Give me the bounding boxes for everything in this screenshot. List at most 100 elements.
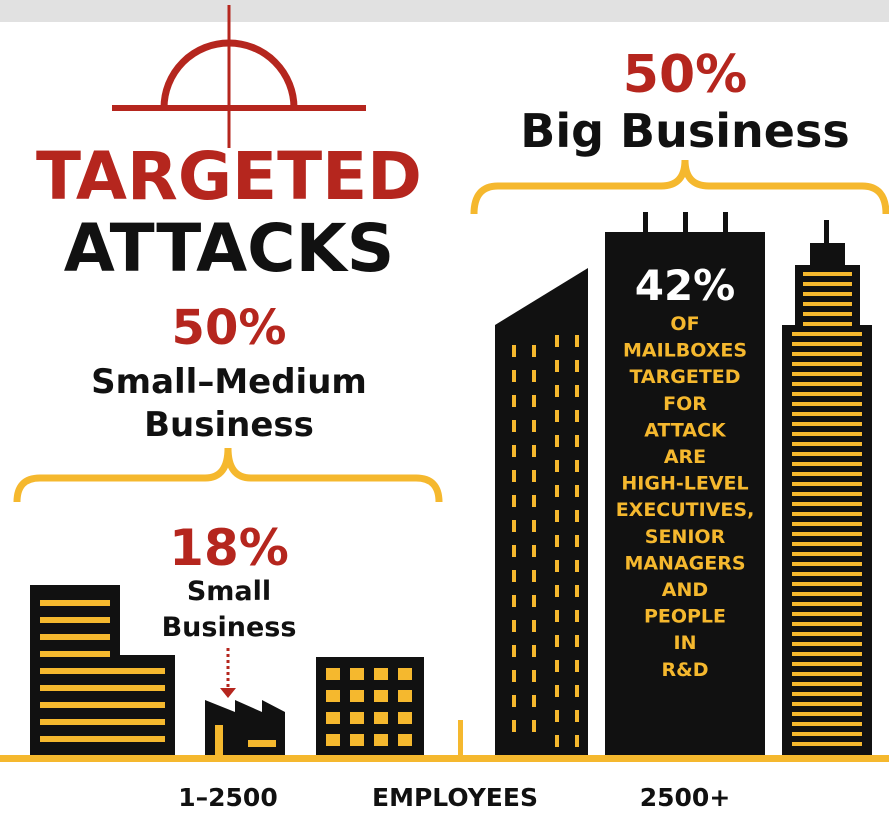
window (792, 352, 862, 356)
percent: 42% (635, 261, 736, 310)
window (792, 652, 862, 656)
window (575, 635, 579, 647)
mailbox-text: R&D (662, 659, 709, 681)
window (512, 420, 516, 432)
window (532, 495, 536, 507)
window (792, 432, 862, 436)
window (792, 462, 862, 466)
window (374, 668, 388, 680)
window (792, 582, 862, 586)
window (792, 662, 862, 666)
window (555, 735, 559, 747)
window (512, 720, 516, 732)
window (398, 668, 412, 680)
window (40, 617, 110, 623)
label: Big Business (520, 104, 849, 158)
window (532, 695, 536, 707)
window (792, 702, 862, 706)
window (555, 335, 559, 347)
window (248, 740, 276, 747)
window (512, 645, 516, 657)
window (532, 445, 536, 457)
window (40, 634, 110, 640)
window (792, 642, 862, 646)
window (792, 362, 862, 366)
window (326, 668, 340, 680)
window (803, 312, 852, 316)
window (326, 712, 340, 724)
window (532, 470, 536, 482)
antenna (824, 220, 829, 245)
window (512, 495, 516, 507)
window (792, 682, 862, 686)
window (555, 410, 559, 422)
window (532, 570, 536, 582)
window (374, 712, 388, 724)
window (792, 482, 862, 486)
window (792, 392, 862, 396)
window (792, 722, 862, 726)
window (575, 660, 579, 672)
brace-right (470, 159, 889, 215)
window (555, 460, 559, 472)
window (350, 734, 364, 746)
window (555, 360, 559, 372)
window (792, 452, 862, 456)
mailbox-text: FOR (663, 393, 707, 415)
window (532, 345, 536, 357)
window (555, 660, 559, 672)
window (792, 712, 862, 716)
antenna (683, 212, 688, 234)
window (792, 342, 862, 346)
axis-label: 2500+ (640, 783, 731, 812)
mailbox-text: ARE (664, 446, 706, 468)
window (350, 712, 364, 724)
top-band (0, 0, 889, 22)
window (555, 385, 559, 397)
window (792, 622, 862, 626)
window (792, 562, 862, 566)
window (803, 292, 852, 296)
tower (495, 268, 588, 755)
mailbox-text: AND (662, 579, 708, 601)
window (512, 395, 516, 407)
window (40, 702, 165, 708)
window (575, 460, 579, 472)
window (792, 672, 862, 676)
window (575, 385, 579, 397)
window (555, 510, 559, 522)
window (792, 502, 862, 506)
axis-label: EMPLOYEES (372, 783, 538, 812)
tower (605, 232, 765, 755)
window (803, 282, 852, 286)
window (374, 690, 388, 702)
window (40, 736, 165, 742)
window (532, 595, 536, 607)
window (792, 402, 862, 406)
window (575, 535, 579, 547)
window (512, 595, 516, 607)
window (792, 552, 862, 556)
tower-top (810, 243, 845, 267)
label: Business (144, 405, 314, 445)
label: Small–Medium (91, 362, 367, 402)
window (532, 420, 536, 432)
window (350, 690, 364, 702)
window (575, 360, 579, 372)
window (575, 510, 579, 522)
mailbox-text: MANAGERS (624, 552, 745, 574)
window (326, 690, 340, 702)
window (512, 445, 516, 457)
window (792, 492, 862, 496)
mailbox-text: PEOPLE (644, 606, 726, 628)
window (792, 512, 862, 516)
window (40, 719, 165, 725)
window (792, 472, 862, 476)
window (555, 610, 559, 622)
window (575, 685, 579, 697)
window (532, 620, 536, 632)
window (792, 572, 862, 576)
post (458, 720, 463, 755)
window (792, 612, 862, 616)
window (792, 522, 862, 526)
